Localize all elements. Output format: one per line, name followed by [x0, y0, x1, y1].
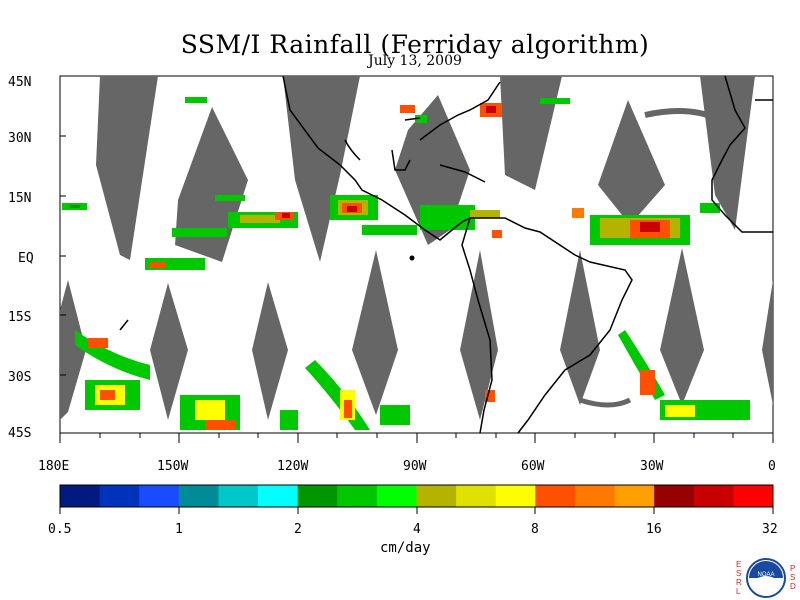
rain-patches [62, 97, 750, 430]
lat-label: EQ [18, 251, 34, 266]
lon-label: 180E [38, 459, 69, 474]
lat-label: 15N [8, 191, 31, 206]
logo-letter: R [736, 578, 742, 587]
colorbar-swatch [574, 485, 616, 507]
colorbar-tick-label: 1 [175, 522, 183, 537]
colorbar-swatches [60, 485, 774, 507]
lat-label: 30S [8, 370, 31, 385]
lon-label: 120W [277, 459, 308, 474]
itcz-rain-atlantic [420, 203, 720, 245]
itcz-rain-pacific [62, 195, 417, 270]
colorbar-swatch [258, 485, 299, 507]
lon-label: 150W [157, 459, 188, 474]
colorbar-swatch [337, 485, 378, 507]
map-title: SSM/I Rainfall (Ferriday algorithm) [180, 30, 650, 59]
colorbar-swatch [218, 485, 259, 507]
north-atlantic-rain [185, 97, 570, 123]
lat-label: 45N [8, 75, 31, 90]
colorbar-tick-label: 16 [646, 522, 662, 537]
colorbar-swatch [139, 485, 180, 507]
colorbar-tick-label: 8 [531, 522, 539, 537]
lon-label: 60W [521, 459, 545, 474]
lon-label: 0 [768, 459, 776, 474]
lon-ticks [59, 433, 774, 443]
logo-letter: P [790, 564, 796, 573]
colorbar-swatch [733, 485, 774, 507]
colorbar-tick-labels: 0.5 1 2 4 8 16 32 [48, 522, 778, 537]
lat-ticks [60, 135, 66, 376]
colorbar-swatch [654, 485, 695, 507]
colorbar-swatch [99, 485, 140, 507]
colorbar-swatch [535, 485, 576, 507]
colorbar-tick-label: 4 [413, 522, 421, 537]
esrl-psd-logo: E S R L NOAA P S D [732, 556, 796, 600]
logo-badge-text: NOAA [757, 572, 774, 578]
colorbar-swatch [693, 485, 734, 507]
colorbar-units: cm/day [380, 540, 431, 556]
lon-label: 30W [640, 459, 664, 474]
colorbar-tick-label: 32 [762, 522, 778, 537]
colorbar-swatch [456, 485, 497, 507]
colorbar-swatch [495, 485, 536, 507]
noaa-logo-icon: NOAA [746, 558, 786, 598]
lon-label: 90W [403, 459, 427, 474]
colorbar-ticks [59, 507, 774, 514]
colorbar-swatch [614, 485, 655, 507]
coastlines [119, 75, 773, 434]
logo-letter: D [790, 582, 796, 591]
colorbar-swatch [376, 485, 417, 507]
colorbar-swatch [297, 485, 338, 507]
lat-label: 30N [8, 131, 31, 146]
map-date: July 13, 2009 [368, 53, 462, 69]
lat-labels: 45N 30N 15N EQ 15S 30S 45S [8, 75, 34, 441]
swath-gaps [60, 76, 773, 420]
south-pacific-rain [75, 330, 410, 430]
colorbar-swatch [178, 485, 219, 507]
logo-letter: E [736, 560, 742, 569]
lat-label: 15S [8, 310, 31, 325]
logo-letter: S [736, 569, 742, 578]
colorbar-swatch [60, 485, 101, 507]
colorbar-tick-label: 2 [294, 522, 302, 537]
lat-label: 45S [8, 426, 31, 441]
colorbar-swatch [416, 485, 457, 507]
logo-letter: L [736, 587, 741, 596]
lon-labels: 180E 150W 120W 90W 60W 30W 0 [38, 459, 776, 474]
colorbar-tick-label: 0.5 [48, 522, 71, 537]
south-atlantic-rain [485, 330, 750, 420]
logo-letter: S [790, 573, 796, 582]
island-marker [409, 255, 415, 261]
